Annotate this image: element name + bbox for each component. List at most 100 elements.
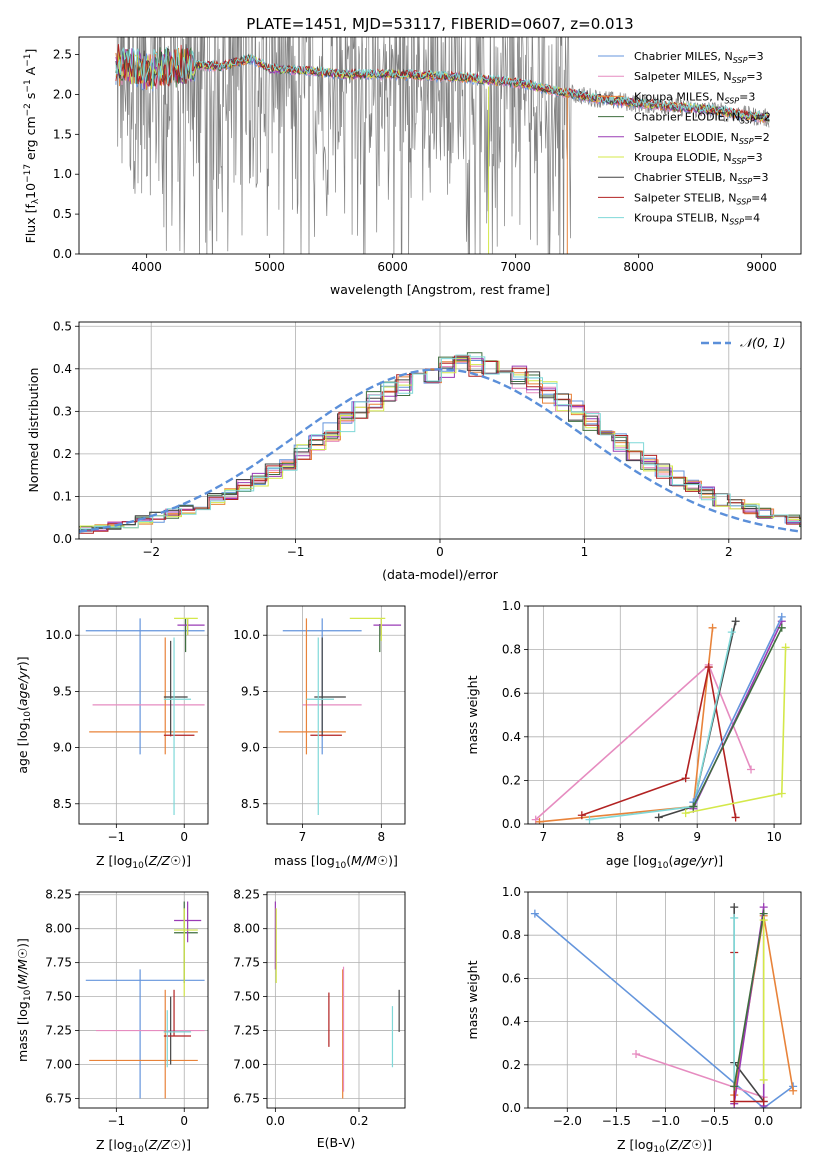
marker-point <box>681 809 690 818</box>
marker-point <box>654 813 663 822</box>
panel-mass-vs-Z: −1 0 6.75 7.00 7.25 7.50 7.75 8.00 8.25 Z [log10(… <box>15 888 209 1155</box>
x-axis-label: E(B-V) <box>317 1135 356 1150</box>
x-tick-label: 9 <box>693 830 701 844</box>
y-tick-label: 8.00 <box>45 922 72 936</box>
marker-point <box>731 813 740 822</box>
y-tick-label: 0.5 <box>53 319 72 333</box>
weight-line-6 <box>692 616 783 803</box>
marker-point <box>730 913 739 922</box>
y-tick-label: 7.50 <box>233 990 260 1004</box>
y-tick-label: 7.75 <box>45 956 72 970</box>
legend-entry: Kroupa STELIB, NSSP=4 <box>634 212 760 227</box>
x-tick-label: 0.2 <box>349 1114 368 1128</box>
marker-point <box>759 916 768 925</box>
x-tick-label: 1 <box>581 545 589 559</box>
marker-point <box>708 623 717 632</box>
y-axis-label: mass weight <box>465 960 480 1039</box>
x-tick-label: 5000 <box>254 260 285 274</box>
y-tick-label: 8.5 <box>241 797 260 811</box>
y-tick-label: 0.4 <box>53 362 72 376</box>
marker-point <box>681 774 690 783</box>
y-tick-label: 1.0 <box>502 599 521 613</box>
panel-age-vs-Z: −1 0 8.5 9.0 9.5 10.0 Z [log10(Z/Z☉)] age [log1… <box>15 605 209 871</box>
marker-point <box>730 1097 739 1106</box>
x-tick-label: 8 <box>616 830 624 844</box>
marker-point <box>704 663 713 672</box>
x-tick-label: 4000 <box>131 260 162 274</box>
plot-area <box>79 606 208 824</box>
marker-point <box>730 1082 739 1091</box>
legend-entry: Chabrier STELIB, NSSP=3 <box>634 171 768 186</box>
marker-point <box>777 789 786 798</box>
x-tick-label: 7000 <box>500 260 531 274</box>
marker-point <box>530 909 539 918</box>
y-axis-label: mass weight <box>465 675 480 754</box>
x-axis-label: (data-model)/error <box>382 567 499 582</box>
x-tick-label: 0 <box>436 545 444 559</box>
y-tick-label: 0.5 <box>53 207 72 221</box>
y-tick-label: 10.0 <box>45 628 72 642</box>
y-tick-label: 0.6 <box>502 971 521 985</box>
plot-area <box>115 37 770 254</box>
y-tick-label: 0.0 <box>53 247 72 261</box>
x-tick-label: −1 <box>107 1114 125 1128</box>
y-tick-label: 9.5 <box>53 684 72 698</box>
plot-area <box>79 892 208 1108</box>
axes-frame <box>266 891 406 1109</box>
plot-area <box>528 606 801 824</box>
x-tick-label: 6000 <box>377 260 408 274</box>
marker-point <box>689 802 698 811</box>
y-tick-label: 7.00 <box>45 1058 72 1072</box>
x-tick-label: −1 <box>107 830 125 844</box>
x-tick-label: −1 <box>287 545 305 559</box>
legend-entry: Salpeter MILES, NSSP=3 <box>634 70 763 85</box>
marker-point <box>747 765 756 774</box>
y-tick-label: 0.2 <box>502 1058 521 1072</box>
x-tick-label: −1.0 <box>651 1114 680 1128</box>
axes-frame <box>78 605 209 825</box>
axes-frame <box>78 36 802 255</box>
y-tick-label: 10.0 <box>233 628 260 642</box>
weight-line-0 <box>534 912 794 1108</box>
marker-point <box>781 643 790 652</box>
y-tick-label: 7.25 <box>45 1024 72 1038</box>
axes-frame <box>527 891 802 1109</box>
y-tick-label: 0.1 <box>53 489 72 503</box>
y-tick-label: 6.75 <box>45 1091 72 1105</box>
y-tick-label: 9.0 <box>53 741 72 755</box>
y-tick-label: 8.25 <box>45 888 72 902</box>
y-tick-label: 1.0 <box>502 885 521 899</box>
x-axis-label: Z [log10(Z/Z☉)] <box>96 1137 191 1155</box>
figure-title: PLATE=1451, MJD=53117, FIBERID=0607, z=0… <box>246 15 633 33</box>
x-tick-label: 0 <box>180 830 188 844</box>
y-tick-label: 0.6 <box>502 686 521 700</box>
y-axis-label: mass [log10(M/M☉)] <box>15 938 33 1062</box>
model-line-7 <box>115 44 770 121</box>
x-tick-label: −0.5 <box>700 1114 729 1128</box>
y-tick-label: 0.0 <box>502 1101 521 1115</box>
panel-mass-vs-EBV: 0.0 0.2 6.75 7.00 7.25 7.50 7.75 8.00 8.25 E(B-V) <box>233 888 406 1150</box>
axes-frame <box>527 605 802 825</box>
x-axis-label: mass [log10(M/M☉)] <box>274 853 398 871</box>
y-tick-label: 0.4 <box>502 1015 521 1029</box>
axes-frame <box>266 605 406 825</box>
axes-frame <box>78 891 209 1109</box>
legend-entry: Chabrier MILES, NSSP=3 <box>634 50 764 65</box>
y-tick-label: 6.75 <box>233 1091 260 1105</box>
y-tick-label: 9.0 <box>241 741 260 755</box>
plot-area <box>267 892 405 1108</box>
legend-entry: 𝒩(0, 1) <box>740 335 786 350</box>
y-axis-label: Flux [fλ10−17 erg cm−2 s−1 A−1] <box>23 49 41 244</box>
x-tick-label: 8 <box>378 830 386 844</box>
y-tick-label: 2.5 <box>53 48 72 62</box>
y-tick-label: 7.25 <box>233 1024 260 1038</box>
marker-point <box>727 628 736 637</box>
plot-area <box>79 322 801 539</box>
y-tick-label: 7.75 <box>233 956 260 970</box>
y-axis-label: age [log10(age/yr)] <box>15 656 33 773</box>
marker-point <box>632 1050 641 1058</box>
legend-entry: Salpeter STELIB, NSSP=4 <box>634 191 767 206</box>
model-line-8 <box>115 46 770 121</box>
y-tick-label: 0.8 <box>502 643 521 657</box>
panel-residuals: −2 −1 0 1 2 0.0 0.1 0.2 0.3 0.4 0.5 𝒩(0, 1) (data-mo… <box>26 319 802 582</box>
